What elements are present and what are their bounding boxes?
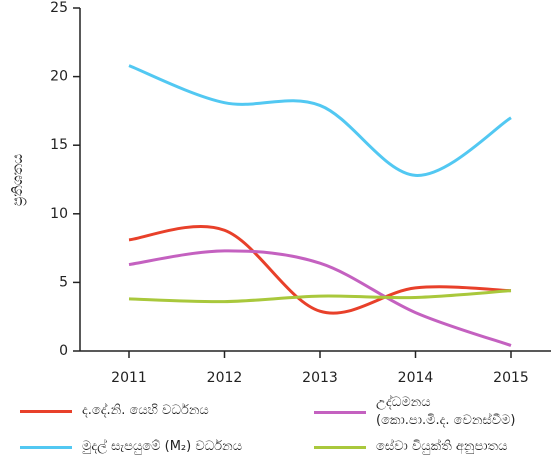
legend-swatch — [20, 445, 72, 449]
legend-item: ද.දේ.නි. යෙහි වර්ධනය — [20, 402, 209, 420]
line-series — [128, 225, 512, 315]
legend-item: සේවා වියුක්ති අනුපාතය — [314, 438, 507, 456]
x-tick-label: 2015 — [493, 370, 529, 386]
y-tick-label: 10 — [50, 206, 68, 222]
y-tick-label: 15 — [50, 137, 68, 153]
line-series — [128, 249, 512, 347]
legend-label: සේවා වියුක්ති අනුපාතය — [376, 439, 508, 454]
y-axis-label: ප්‍රතිශතය — [10, 154, 27, 206]
y-tick-label: 20 — [50, 69, 68, 85]
legend-swatch — [314, 410, 366, 414]
x-tick-label: 2011 — [111, 370, 147, 386]
x-tick-label: 2013 — [302, 370, 338, 386]
line-series — [128, 289, 512, 304]
x-tick-label: 2012 — [207, 370, 243, 386]
chart: ප්‍රතිශතය 0 5 10 15 20 25 2011 2012 2013 2014 2015 — [10, 0, 551, 386]
y-tick-label: 25 — [50, 0, 68, 16]
legend-item: උද්ධමනය (කො.පා.මි.ද. වෙනස්වීම) — [314, 394, 516, 430]
y-tick-label: 0 — [59, 343, 68, 359]
y-tick-label: 5 — [59, 274, 68, 290]
legend-swatch — [20, 409, 72, 413]
legend-swatch — [314, 445, 366, 449]
legend-label: මුදල් සැපයුමේ (M₂) වර්ධනය — [82, 439, 243, 454]
x-tick-label: 2014 — [398, 370, 434, 386]
legend-item: මුදල් සැපයුමේ (M₂) වර්ධනය — [20, 438, 242, 456]
legend-label: උද්ධමනය (කො.පා.මි.ද. වෙනස්වීම) — [376, 395, 516, 428]
legend-label: ද.දේ.නි. යෙහි වර්ධනය — [82, 403, 209, 418]
line-series — [128, 64, 512, 177]
